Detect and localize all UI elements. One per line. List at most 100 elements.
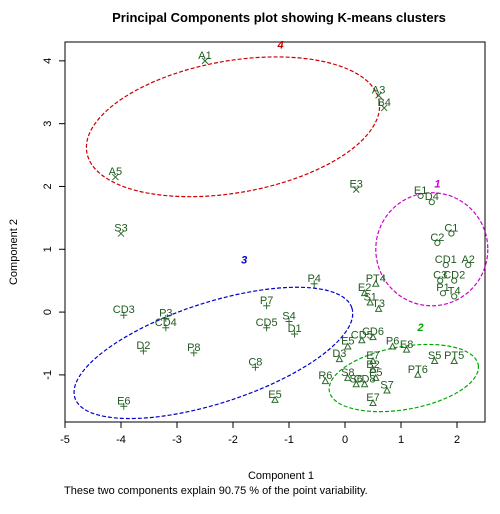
- data-point: P6: [386, 336, 399, 350]
- chart-title: Principal Components plot showing K-mean…: [112, 10, 446, 25]
- data-point: D3: [332, 348, 346, 363]
- point-label: P1: [436, 282, 449, 294]
- data-point: T3: [372, 298, 385, 312]
- point-marker: [117, 230, 125, 237]
- data-point: CD4: [155, 317, 177, 332]
- point-label: S8: [341, 367, 354, 379]
- y-tick-label: 4: [42, 58, 54, 64]
- data-point: E2: [358, 282, 371, 297]
- point-marker: [434, 239, 441, 247]
- point-marker: [417, 192, 424, 199]
- cluster-labels: 4 1 3 2: [241, 39, 440, 334]
- point-label: A5: [109, 166, 122, 178]
- point-label: CD8: [354, 373, 376, 385]
- data-point: A5: [109, 166, 122, 181]
- point-marker: [374, 304, 383, 312]
- data-point: E6: [117, 395, 131, 410]
- point-label: T4: [448, 285, 461, 297]
- point-label: S4: [282, 311, 295, 323]
- point-label: D4: [425, 191, 439, 203]
- point-marker: [442, 261, 449, 269]
- point-label: C8: [248, 356, 262, 368]
- point-label: CD1: [435, 254, 457, 266]
- point-label: S1: [363, 292, 376, 304]
- point-label: E5: [341, 336, 354, 348]
- point-label: A2: [461, 254, 474, 266]
- point-label: A3: [372, 84, 385, 96]
- point-marker: [369, 332, 377, 341]
- point-marker: [439, 290, 447, 297]
- point-label: E1: [414, 185, 427, 197]
- point-marker: [375, 92, 382, 99]
- data-point: CD3: [113, 304, 135, 319]
- data-point: S4: [282, 311, 296, 326]
- point-label: C1: [444, 223, 458, 235]
- data-point: P3: [159, 307, 173, 322]
- data-point: D4: [425, 191, 439, 206]
- data-point: CD6: [362, 326, 384, 341]
- point-marker: [451, 277, 458, 284]
- x-tick-label: -3: [172, 434, 182, 446]
- point-label: P4: [307, 273, 320, 285]
- point-marker: [343, 373, 352, 381]
- y-tick-label: 2: [42, 183, 54, 189]
- y-tick-label: 0: [42, 309, 54, 315]
- data-point: D1: [288, 323, 302, 338]
- point-label: P6: [386, 336, 399, 348]
- cluster-4-ellipse: [85, 56, 381, 198]
- x-tick-label: 2: [454, 434, 460, 446]
- data-point: CD2: [443, 270, 465, 284]
- point-marker: [380, 104, 388, 112]
- point-label: E8: [400, 339, 413, 351]
- point-marker: [428, 199, 435, 206]
- point-label: B2: [366, 359, 379, 371]
- point-label: D2: [136, 340, 150, 352]
- data-point: PT4: [366, 273, 386, 287]
- point-marker: [335, 354, 344, 363]
- point-label: S6: [349, 373, 362, 385]
- point-marker: [360, 380, 369, 388]
- cluster-2-ellipse: [328, 343, 480, 413]
- x-tick-label: -5: [60, 434, 70, 446]
- data-point: C2: [430, 232, 444, 247]
- x-tick-label: 1: [398, 434, 404, 446]
- data-point: P5: [369, 367, 383, 381]
- point-marker: [437, 277, 444, 284]
- data-point: CD5: [351, 329, 373, 344]
- point-marker: [366, 298, 375, 306]
- point-label: E7: [366, 392, 379, 404]
- point-label: PT5: [444, 350, 464, 362]
- cluster-2-label: 2: [417, 322, 424, 334]
- point-label: D1: [288, 323, 302, 335]
- point-label: P7: [260, 295, 273, 307]
- point-label: T3: [372, 298, 385, 310]
- data-point: S8: [341, 367, 355, 381]
- cluster-ellipses: [73, 56, 489, 420]
- x-tick-label: 0: [342, 434, 348, 446]
- point-marker: [369, 365, 377, 373]
- point-marker: [430, 356, 439, 364]
- data-point: B4: [377, 97, 391, 112]
- data-point: CD1: [435, 254, 457, 269]
- point-label: P8: [187, 342, 200, 354]
- point-marker: [402, 345, 411, 353]
- x-axis-title: Component 1: [248, 470, 314, 482]
- point-label: R6: [318, 370, 332, 382]
- point-marker: [321, 376, 330, 385]
- point-label: S3: [114, 223, 127, 235]
- point-label: E2: [358, 282, 371, 294]
- x-axis: -5 -4 -3 -2 -1 0 1 2: [60, 421, 460, 446]
- point-marker: [371, 279, 380, 287]
- cluster-3-ellipse: [73, 286, 354, 420]
- data-point: S3: [114, 223, 128, 237]
- point-label: P5: [369, 367, 382, 379]
- point-marker: [343, 342, 352, 350]
- data-point: S5: [428, 350, 441, 364]
- point-marker: [369, 398, 377, 407]
- variability-footer: These two components explain 90.75 % of …: [64, 485, 368, 497]
- data-point: S6: [349, 373, 363, 388]
- cluster-1-ellipse: [375, 192, 489, 307]
- point-marker: [357, 336, 366, 344]
- point-label: CD3: [113, 304, 135, 316]
